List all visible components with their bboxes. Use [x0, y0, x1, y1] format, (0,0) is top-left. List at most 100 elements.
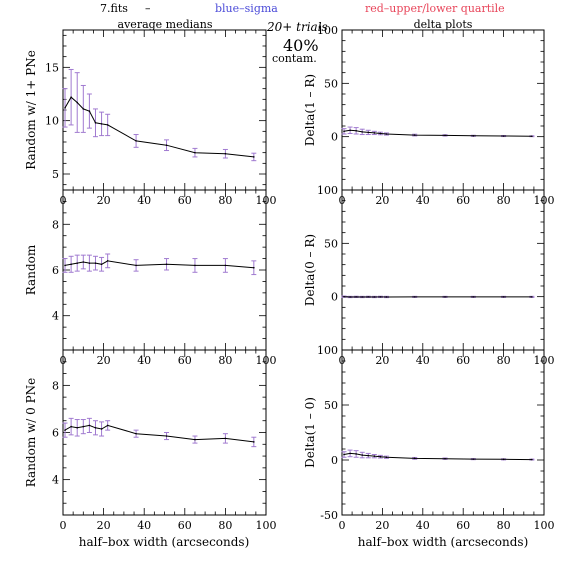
data-point [100, 428, 103, 430]
x-tick-label: 60 [456, 519, 470, 532]
data-point [502, 135, 505, 137]
y-tick-label: 50 [324, 237, 338, 250]
x-tick-label: 20 [375, 194, 389, 207]
data-point [94, 426, 97, 429]
data-point [413, 457, 416, 460]
x-tick-label: 60 [456, 354, 470, 367]
plot-frame [341, 29, 545, 191]
data-point [70, 96, 72, 98]
x-tick-label: 100 [256, 519, 277, 532]
data-point [100, 263, 103, 266]
data-point [367, 131, 370, 134]
x-tick-label: 80 [497, 194, 511, 207]
data-point [106, 424, 109, 427]
y-tick-label: 100 [317, 184, 338, 197]
plot-frame [341, 189, 545, 351]
x-tick-label: 20 [375, 354, 389, 367]
x-tick-label: 40 [137, 519, 151, 532]
data-point [413, 134, 416, 136]
y-tick-label: 8 [52, 218, 59, 231]
data-point [165, 263, 168, 266]
file-name: 7.fits [100, 2, 128, 15]
x-tick-label: 20 [97, 519, 111, 532]
left-column-title: average medians [118, 18, 213, 31]
data-point [194, 438, 196, 441]
y-tick-label: 4 [52, 474, 59, 487]
panel-bottom-left: 0 20 40 60 80 100 4 6 8 Random w/ 0 PNe [24, 349, 277, 532]
data-point [367, 296, 370, 298]
y-tick-label: 100 [317, 344, 338, 357]
data-point [502, 296, 505, 298]
y-tick-label: 15 [45, 61, 59, 74]
y-tick-label: 8 [52, 379, 59, 392]
data-point [82, 425, 85, 428]
data-point [88, 110, 91, 112]
data-point [385, 133, 388, 135]
series-line [64, 96, 254, 158]
data-point [82, 108, 85, 110]
data-point [94, 122, 97, 124]
data-point [64, 107, 66, 109]
data-point [385, 296, 388, 298]
data-point [379, 132, 382, 135]
data-point [373, 296, 376, 298]
data-point [349, 129, 351, 132]
data-point [361, 454, 364, 456]
data-point [106, 260, 109, 262]
data-point [224, 264, 227, 267]
x-tick-label: 100 [534, 519, 555, 532]
contam-percent: 40% [283, 36, 319, 55]
x-tick-label: 60 [178, 519, 192, 532]
x-tick-label: 40 [416, 519, 430, 532]
x-tick-label: 80 [218, 519, 232, 532]
y-tick-label: 0 [331, 131, 338, 144]
data-point [379, 296, 382, 298]
data-point [444, 457, 446, 460]
x-tick-label: 0 [339, 519, 346, 532]
data-point [349, 452, 351, 455]
data-point [70, 425, 72, 428]
data-point [531, 135, 533, 138]
data-point [135, 140, 137, 142]
y-tick-label: 5 [52, 168, 59, 181]
data-point [355, 130, 357, 132]
data-point [194, 151, 196, 154]
data-point [373, 455, 376, 457]
x-tick-label: 80 [218, 354, 232, 367]
right-column-title: delta plots [414, 18, 473, 31]
data-point [88, 262, 91, 264]
data-point [343, 295, 345, 298]
data-point [444, 134, 446, 137]
data-point [165, 435, 168, 437]
data-point [76, 426, 79, 429]
data-point [531, 458, 533, 461]
data-point [444, 296, 446, 298]
x-tick-label: 60 [178, 354, 192, 367]
x-tick-label: 40 [416, 194, 430, 207]
y-axis-label: Random w/ 1+ PNe [24, 50, 38, 170]
y-tick-label: 0 [331, 454, 338, 467]
data-point [82, 261, 85, 263]
x-tick-label: 80 [497, 519, 511, 532]
data-point [100, 123, 103, 125]
y-axis-label: Delta(1 – R) [303, 74, 317, 146]
x-axis-label-right: half–box width (arcseconds) [358, 535, 529, 549]
y-tick-label: 4 [52, 310, 59, 323]
x-tick-label: 80 [497, 354, 511, 367]
data-point [165, 144, 168, 146]
data-point [472, 135, 475, 137]
data-point [224, 437, 227, 440]
y-tick-label: 6 [52, 427, 59, 440]
data-point [385, 456, 388, 459]
data-point [367, 454, 370, 457]
plot-frame [62, 29, 267, 191]
data-point [355, 296, 357, 298]
trials-label: 20+ trials [266, 20, 328, 34]
data-point [343, 453, 345, 456]
data-point [135, 432, 137, 435]
data-point [343, 130, 345, 133]
x-tick-label: 60 [178, 194, 192, 207]
